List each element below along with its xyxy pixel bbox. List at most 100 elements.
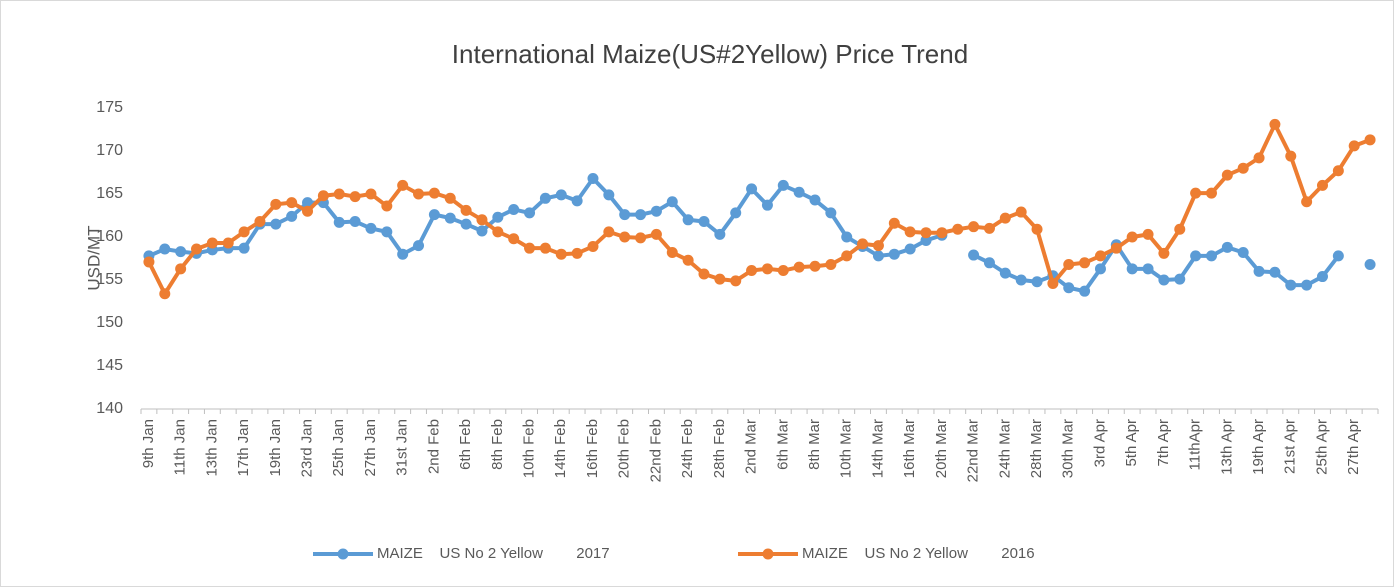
data-point	[1364, 134, 1376, 146]
data-point	[539, 242, 551, 254]
data-point	[872, 250, 884, 262]
data-point	[175, 246, 187, 258]
data-point	[333, 216, 345, 228]
data-point	[238, 242, 250, 254]
x-tick-label: 8th Feb	[489, 419, 506, 470]
data-point	[428, 209, 440, 221]
data-point	[175, 263, 187, 275]
data-point	[1332, 250, 1344, 262]
legend-marker	[337, 548, 349, 560]
data-point	[983, 257, 995, 269]
data-point	[1205, 250, 1217, 262]
data-point	[524, 242, 536, 254]
x-tick-label: 14th Mar	[869, 419, 886, 478]
data-point	[476, 225, 488, 237]
data-point	[1221, 169, 1233, 181]
data-point	[191, 243, 203, 255]
data-point	[555, 189, 567, 201]
data-point	[476, 214, 488, 226]
x-tick-label: 11thApr	[1187, 419, 1204, 470]
data-point	[1269, 266, 1281, 278]
data-point	[555, 248, 567, 260]
data-point	[1332, 165, 1344, 177]
x-tick-label: 16th Feb	[584, 419, 601, 478]
data-point	[1063, 282, 1075, 294]
data-point	[365, 222, 377, 234]
x-tick-label: 21st Apr	[1282, 419, 1299, 474]
y-tick-label: 175	[96, 99, 123, 116]
x-tick-label: 28th Mar	[1028, 419, 1045, 478]
x-tick-label: 2nd Feb	[425, 419, 442, 474]
data-point	[1015, 274, 1027, 286]
data-point	[1348, 140, 1360, 152]
x-tick-label: 6th Mar	[774, 419, 791, 470]
data-point	[904, 226, 916, 238]
data-point	[635, 232, 647, 244]
data-point	[1031, 276, 1043, 288]
data-point	[413, 240, 425, 252]
data-point	[920, 227, 932, 239]
data-point	[238, 226, 250, 238]
y-tick-label: 140	[96, 400, 123, 417]
data-point	[1174, 273, 1186, 285]
data-point	[1126, 231, 1138, 243]
data-point	[1190, 187, 1202, 199]
x-tick-label: 30th Mar	[1060, 419, 1077, 478]
y-tick-label: 150	[96, 314, 123, 331]
data-point	[1158, 274, 1170, 286]
data-point	[936, 227, 948, 239]
data-point	[1285, 150, 1297, 162]
y-axis-label: USD/MT	[84, 225, 103, 290]
x-tick-label: 20th Feb	[616, 419, 633, 478]
data-point	[397, 179, 409, 191]
x-tick-label: 10th Feb	[521, 419, 538, 478]
y-tick-label: 165	[96, 185, 123, 202]
data-point	[1253, 152, 1265, 164]
data-point	[999, 267, 1011, 279]
data-point	[1047, 277, 1059, 289]
data-point	[666, 246, 678, 258]
data-point	[635, 209, 647, 221]
x-tick-label: 28th Feb	[711, 419, 728, 478]
x-tick-label: 13th Jan	[203, 419, 220, 477]
data-point	[159, 243, 171, 255]
data-point	[952, 223, 964, 235]
data-point	[1079, 257, 1091, 269]
data-point	[1079, 285, 1091, 297]
data-point	[587, 240, 599, 252]
data-point	[1174, 223, 1186, 235]
data-point	[761, 263, 773, 275]
data-point	[286, 210, 298, 222]
data-point	[539, 192, 551, 204]
data-point	[206, 237, 218, 249]
data-point	[143, 256, 155, 268]
data-point	[587, 173, 599, 185]
data-point	[524, 207, 536, 219]
y-tick-label: 145	[96, 357, 123, 374]
data-point	[698, 268, 710, 280]
data-point	[1142, 263, 1154, 275]
data-point	[349, 216, 361, 228]
x-tick-label: 17th Jan	[235, 419, 252, 477]
chart-title: International Maize(US#2Yellow) Price Tr…	[452, 39, 968, 69]
data-point	[302, 197, 314, 209]
x-tick-label: 7th Apr	[1155, 419, 1172, 467]
x-tick-label: 16th Mar	[901, 419, 918, 478]
data-point	[619, 209, 631, 221]
data-point	[349, 191, 361, 203]
legend-marker	[762, 548, 774, 560]
x-tick-label: 19th Jan	[267, 419, 284, 477]
data-point	[841, 231, 853, 243]
data-point	[492, 211, 504, 223]
data-point	[968, 221, 980, 233]
data-point	[1126, 263, 1138, 275]
x-tick-label: 13th Apr	[1218, 419, 1235, 475]
data-point	[872, 240, 884, 252]
data-point	[825, 207, 837, 219]
data-point	[841, 250, 853, 262]
data-point	[317, 190, 329, 202]
data-point	[809, 260, 821, 272]
data-point	[1031, 223, 1043, 235]
